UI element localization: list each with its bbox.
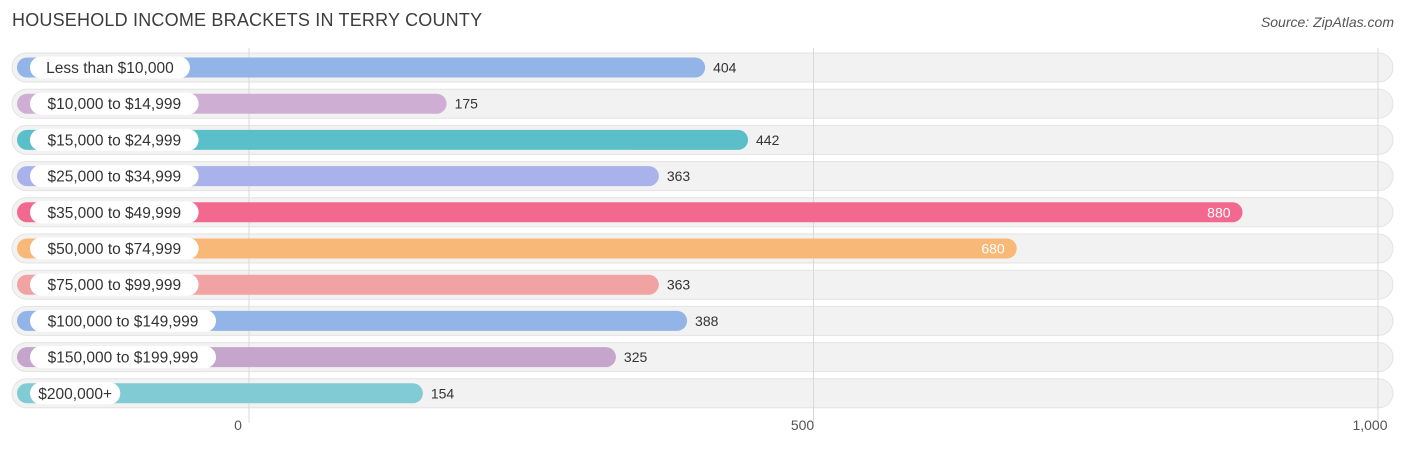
value-label: 680 bbox=[981, 241, 1005, 257]
category-pill bbox=[30, 346, 216, 369]
category-label: $50,000 to $74,999 bbox=[47, 241, 181, 258]
category-label: $35,000 to $49,999 bbox=[47, 205, 181, 222]
chart-title: HOUSEHOLD INCOME BRACKETS IN TERRY COUNT… bbox=[12, 10, 483, 30]
category-label: Less than $10,000 bbox=[46, 60, 174, 77]
category-label: $10,000 to $14,999 bbox=[47, 96, 181, 113]
category-label: $25,000 to $34,999 bbox=[47, 169, 181, 186]
category-pill bbox=[30, 56, 190, 79]
category-label: $200,000+ bbox=[38, 386, 112, 403]
value-label: 404 bbox=[713, 60, 737, 76]
value-label: 880 bbox=[1207, 204, 1231, 220]
category-label: $75,000 to $99,999 bbox=[47, 277, 181, 294]
category-label: $100,000 to $149,999 bbox=[48, 313, 199, 330]
category-pill bbox=[30, 382, 121, 405]
category-pill bbox=[30, 165, 199, 188]
x-tick-label: 1,000 bbox=[1352, 417, 1387, 433]
chart-source: Source: ZipAtlas.com bbox=[1260, 14, 1394, 30]
category-pill bbox=[30, 201, 199, 224]
value-label: 442 bbox=[756, 132, 780, 148]
category-pill bbox=[30, 309, 216, 332]
value-label: 388 bbox=[695, 313, 719, 329]
value-label: 363 bbox=[667, 277, 691, 293]
bar bbox=[17, 202, 1243, 223]
bar bbox=[17, 129, 749, 150]
bar bbox=[17, 57, 706, 78]
x-tick-label: 0 bbox=[234, 417, 242, 433]
category-label: $15,000 to $24,999 bbox=[47, 132, 181, 149]
category-pill bbox=[30, 273, 199, 296]
value-label: 363 bbox=[667, 168, 691, 184]
value-label: 175 bbox=[455, 96, 479, 112]
category-pill bbox=[30, 128, 199, 151]
value-label: 154 bbox=[431, 385, 455, 401]
x-tick-label: 500 bbox=[791, 417, 815, 433]
category-pill bbox=[30, 237, 199, 260]
category-pill bbox=[30, 92, 199, 115]
value-label: 325 bbox=[624, 349, 648, 365]
category-label: $150,000 to $199,999 bbox=[48, 350, 199, 367]
bar bbox=[17, 238, 1017, 259]
